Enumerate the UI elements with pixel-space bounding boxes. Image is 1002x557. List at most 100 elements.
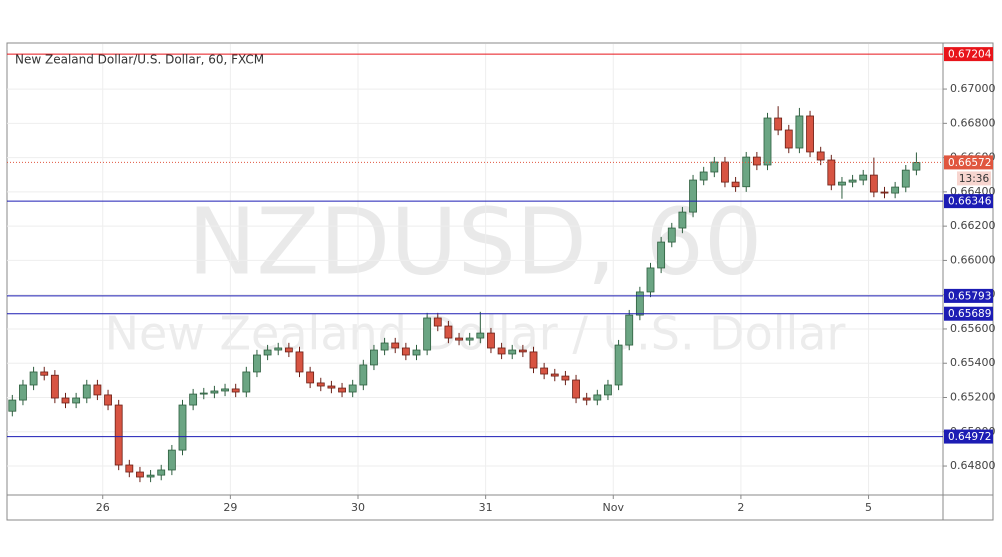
candle-body <box>795 115 804 149</box>
x-tick-label: 31 <box>479 501 493 514</box>
candle-body <box>380 342 389 351</box>
candle-body <box>508 349 517 355</box>
current-price-label: 0.66572 <box>948 157 991 169</box>
candle-body <box>689 179 697 213</box>
candle-body <box>742 156 751 188</box>
level-label-bg <box>944 47 993 62</box>
candle-body <box>253 354 261 373</box>
candle-body <box>635 291 644 316</box>
candle-body <box>678 211 687 229</box>
y-tick-label: 0.66000 <box>950 253 996 266</box>
candle-body <box>816 151 825 161</box>
candle-body <box>657 241 666 269</box>
candle-body <box>40 371 49 376</box>
candle-body <box>604 384 612 396</box>
level-label-bg <box>944 194 993 209</box>
x-tick-label: 26 <box>96 501 110 514</box>
candle-body <box>210 390 219 394</box>
candle-body <box>263 349 272 356</box>
candle-body <box>827 159 836 186</box>
candle-body <box>242 371 251 393</box>
y-tick-label: 0.65600 <box>950 322 996 335</box>
candle-body <box>327 385 336 389</box>
candle-body <box>487 332 495 349</box>
candle-body <box>550 373 559 377</box>
countdown-bg <box>957 171 991 186</box>
candle-body <box>136 471 144 478</box>
candle-body <box>731 181 740 188</box>
current-price-bg <box>944 155 993 170</box>
candle-body <box>433 317 442 327</box>
candle-body <box>50 374 59 399</box>
y-tick-label: 0.64800 <box>950 459 996 472</box>
level-label: 0.67204 <box>948 49 992 61</box>
candle-body <box>8 399 17 412</box>
candle-body <box>61 397 70 404</box>
candle-body <box>806 115 814 153</box>
frame <box>6 42 994 521</box>
y-tick-label: 0.65200 <box>950 391 996 404</box>
candle-body <box>157 469 166 476</box>
candle-body <box>167 449 176 471</box>
candle-body <box>901 169 910 188</box>
y-tick-label: 0.66800 <box>950 116 996 129</box>
candle-body <box>848 179 857 183</box>
watermark: NZDUSD, 60 <box>188 188 763 295</box>
candle-body <box>721 161 729 183</box>
x-tick-label: Nov <box>603 501 625 514</box>
candle-body <box>72 397 81 404</box>
candle-body <box>838 181 846 186</box>
candle-body <box>82 384 91 399</box>
candle-body <box>593 394 602 401</box>
candle-body <box>231 388 240 393</box>
candle-body <box>455 337 463 341</box>
candle-body <box>699 171 708 181</box>
level-label: 0.65793 <box>948 290 991 302</box>
candle-body <box>19 384 27 401</box>
countdown: 13:36 <box>959 173 990 185</box>
candle-body <box>199 392 208 395</box>
candle-body <box>912 162 921 171</box>
candle-body <box>370 349 378 366</box>
candle-body <box>561 375 570 381</box>
candle-body <box>104 394 112 406</box>
chart-title: New Zealand Dollar/U.S. Dollar, 60, FXCM <box>15 53 264 67</box>
candle-body <box>444 325 453 339</box>
candle-body <box>338 387 346 393</box>
candle-body <box>93 384 102 396</box>
y-tick-label: 0.66200 <box>950 219 996 232</box>
candle-body <box>859 174 868 181</box>
candle-body <box>880 191 889 194</box>
candle-body <box>625 314 634 346</box>
candle-body <box>465 337 474 341</box>
level-label-bg <box>944 429 993 444</box>
candle-body <box>710 161 719 173</box>
candle-body <box>29 371 38 386</box>
y-tick-label: 0.65400 <box>950 356 996 369</box>
candle-body <box>529 351 538 369</box>
candle-body <box>401 347 410 356</box>
x-tick-label: 5 <box>865 501 872 514</box>
candle-body <box>572 379 580 399</box>
candle-body <box>306 371 315 384</box>
candle-body <box>518 349 527 353</box>
candle-body <box>178 404 187 451</box>
candle-body <box>646 267 655 293</box>
candle-body <box>412 349 421 356</box>
watermark-subtitle: New Zealand Dollar / U.S. Dollar <box>105 307 846 361</box>
y-tick-label: 0.67000 <box>950 82 996 95</box>
level-label: 0.66346 <box>948 196 992 208</box>
x-tick-label: 29 <box>223 501 237 514</box>
level-label: 0.65689 <box>948 308 991 320</box>
candle-body <box>582 397 591 401</box>
candle-body <box>284 347 293 353</box>
candle-body <box>540 367 549 375</box>
candle-body <box>274 347 283 351</box>
candle-body <box>391 342 400 349</box>
candle-body <box>774 117 783 131</box>
candle-body <box>146 474 155 478</box>
level-label: 0.64972 <box>948 431 991 443</box>
candle-body <box>359 364 368 386</box>
